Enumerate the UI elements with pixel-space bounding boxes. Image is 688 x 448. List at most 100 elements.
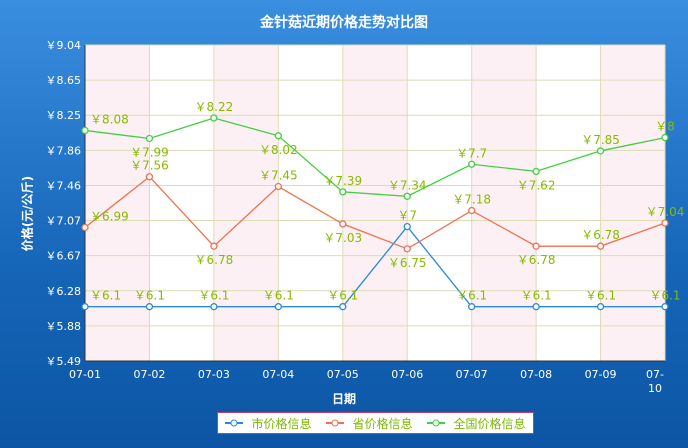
- data-label: ￥7.45: [259, 169, 298, 183]
- x-tick-label: 07-05: [327, 368, 359, 381]
- legend-marker-icon: [427, 419, 446, 427]
- y-tick-label: ￥9.04: [46, 39, 82, 52]
- y-tick-label: ￥6.67: [46, 250, 82, 263]
- legend-item-city[interactable]: 市价格信息: [225, 415, 312, 432]
- data-point: [210, 114, 218, 122]
- data-point: [661, 133, 669, 142]
- data-point: [468, 303, 476, 311]
- legend-marker-icon: [225, 419, 244, 427]
- series-line: [85, 225, 665, 308]
- plot-band: [342, 45, 408, 361]
- data-point: [145, 134, 154, 143]
- data-point: [210, 303, 218, 311]
- data-label: ￥7.34: [388, 178, 427, 192]
- series-line: [84, 175, 666, 250]
- data-label: ￥7.99: [130, 145, 169, 159]
- data-point: [210, 242, 218, 250]
- data-label: ￥6.1: [456, 289, 487, 303]
- data-label: ￥7.03: [323, 231, 362, 245]
- x-tick-label: 07-09: [585, 368, 617, 381]
- legend-marker-icon: [326, 419, 345, 427]
- data-point: [661, 219, 669, 227]
- data-label: ￥6.1: [263, 289, 294, 303]
- x-tick-label: 07-07: [456, 368, 488, 381]
- legend-item-national[interactable]: 全国价格信息: [427, 415, 526, 432]
- data-label: ￥8.02: [259, 143, 298, 157]
- data-point: [274, 132, 282, 140]
- data-point: [403, 192, 411, 200]
- y-tick-label: ￥5.88: [46, 320, 82, 333]
- data-label: ￥7.7: [456, 146, 487, 160]
- data-point: [532, 242, 540, 250]
- data-point: [81, 126, 89, 135]
- data-label: ￥7.18: [452, 193, 491, 207]
- y-tick-label: ￥6.28: [46, 285, 82, 298]
- data-point: [661, 303, 669, 311]
- data-point: [403, 245, 411, 253]
- data-label: ￥6.1: [521, 289, 552, 303]
- data-label: ￥7.56: [130, 159, 169, 173]
- data-label: ￥6.78: [517, 253, 556, 267]
- x-tick-label: 10: [648, 382, 662, 395]
- data-label: ￥7.85: [581, 133, 620, 147]
- data-label: ￥6.75: [388, 256, 427, 270]
- data-point: [403, 222, 411, 231]
- data-label: ￥8.22: [195, 100, 234, 114]
- data-label: ￥8.08: [90, 112, 129, 126]
- chart-title: 金针菇近期价格走势对比图: [260, 15, 428, 31]
- data-point: [468, 206, 476, 215]
- plot-band: [600, 45, 665, 361]
- plot-band: [85, 45, 150, 361]
- x-tick-label: 07-06: [391, 368, 423, 381]
- data-label: ￥6.78: [581, 228, 620, 242]
- data-label: ￥6.78: [195, 253, 234, 267]
- data-point: [339, 188, 347, 196]
- y-tick-label: ￥8.25: [46, 109, 82, 122]
- data-label: ￥6.1: [198, 289, 229, 303]
- x-tick-label: 07-02: [133, 368, 165, 381]
- data-point: [339, 303, 347, 311]
- data-label: ￥6.1: [134, 289, 165, 303]
- data-label: ￥7.39: [323, 174, 362, 188]
- y-tick-label: ￥8.65: [46, 74, 82, 87]
- data-point: [145, 173, 154, 181]
- plot-band: [471, 45, 537, 361]
- data-point: [596, 303, 605, 311]
- plot-band: [213, 45, 279, 361]
- y-tick-label: ￥5.49: [46, 355, 82, 368]
- y-tick-label: ￥7.07: [46, 215, 82, 228]
- legend-label: 省价格信息: [352, 416, 413, 431]
- y-tick-label: ￥7.86: [46, 144, 82, 157]
- data-label: ￥8: [655, 120, 675, 134]
- series-line: [84, 117, 666, 197]
- data-point: [532, 303, 540, 311]
- x-tick-label: 07-01: [69, 368, 101, 381]
- legend: 市价格信息 省价格信息 全国价格信息: [217, 412, 534, 434]
- x-tick-label: 07-03: [198, 368, 230, 381]
- data-label: ￥7.04: [646, 205, 685, 219]
- x-tick-label: 07-08: [520, 368, 552, 381]
- data-label: ￥6.1: [585, 289, 616, 303]
- data-label: ￥7.62: [517, 178, 556, 192]
- data-point: [81, 303, 89, 311]
- legend-label: 全国价格信息: [453, 416, 526, 431]
- data-label: ￥6.1: [90, 289, 121, 303]
- data-point: [274, 182, 282, 191]
- x-tick-label: 07-04: [262, 368, 294, 381]
- data-point: [596, 242, 605, 250]
- legend-label: 市价格信息: [251, 416, 312, 431]
- x-tick-label: 07-: [646, 368, 664, 381]
- data-point: [81, 223, 89, 232]
- data-point: [596, 147, 605, 155]
- y-tick-label: ￥7.46: [46, 179, 82, 192]
- data-point: [145, 303, 154, 311]
- data-label: ￥6.1: [327, 289, 358, 303]
- data-point: [468, 160, 476, 168]
- data-point: [532, 167, 540, 176]
- data-label: ￥6.1: [649, 289, 680, 303]
- legend-item-province[interactable]: 省价格信息: [326, 415, 413, 432]
- data-point: [339, 220, 347, 228]
- data-label: ￥6.99: [90, 209, 129, 223]
